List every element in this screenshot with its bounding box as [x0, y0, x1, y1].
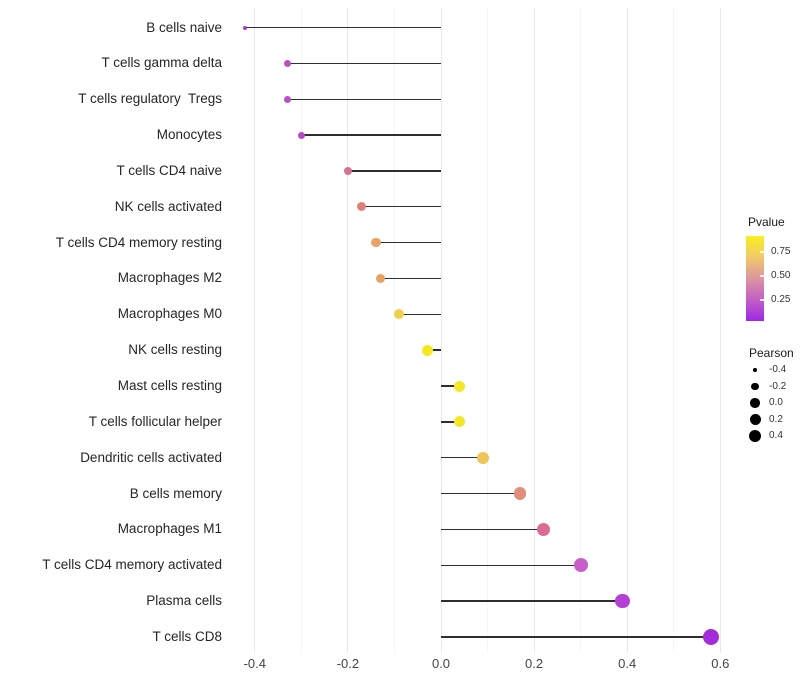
gridline-minor [673, 8, 675, 653]
pvalue-bar-tick-mark [760, 275, 764, 277]
pearson-size-dot [751, 382, 759, 391]
lollipop-dot [536, 522, 550, 536]
lollipop-dot [297, 131, 305, 139]
pearson-size-label: -0.2 [769, 380, 787, 392]
lollipop-dot [454, 380, 466, 392]
pvalue-bar-tick-mark [760, 298, 764, 301]
category-label: Macrophages M1 [117, 521, 222, 537]
category-label: T cells CD4 memory resting [55, 234, 222, 250]
gridline-minor [487, 8, 489, 653]
category-label: Macrophages M2 [117, 270, 222, 286]
gridline-major [347, 8, 349, 653]
category-label: NK cells activated [114, 198, 222, 214]
lollipop-stem [399, 313, 441, 315]
pearson-size-dot [750, 398, 760, 408]
lollipop-stem [441, 600, 623, 602]
lollipop-stem [441, 385, 460, 387]
category-label: Monocytes [156, 127, 222, 143]
lollipop-dot [615, 593, 630, 609]
gridline-major [533, 8, 535, 653]
lollipop-stem [441, 457, 483, 459]
lollipop-stem [287, 62, 441, 65]
lollipop-dot [283, 95, 291, 103]
lollipop-stem [347, 170, 441, 172]
lollipop-dot [573, 558, 588, 573]
lollipop-stem [441, 528, 544, 531]
category-label: T cells CD4 memory activated [42, 557, 222, 573]
lollipop-dot [357, 202, 367, 212]
pearson-size-label: -0.4 [769, 364, 787, 375]
lollipop-stem [287, 98, 441, 100]
x-axis-tick-label: 0.6 [711, 656, 730, 671]
category-label: B cells memory [129, 485, 222, 501]
pearson-size-dot [752, 367, 758, 373]
pvalue-tick-label: 0.50 [771, 269, 791, 281]
x-axis-tick-label: -0.2 [336, 656, 360, 671]
gridline-minor [393, 8, 395, 653]
lollipop-dot [454, 416, 466, 428]
lollipop-dot [371, 237, 381, 248]
gridline-major [254, 8, 256, 653]
category-label: Dendritic cells activated [80, 449, 222, 465]
lollipop-dot [513, 487, 527, 500]
lollipop-stem [380, 277, 441, 280]
category-label: T cells CD4 naive [116, 162, 222, 178]
lollipop-stem [427, 349, 441, 351]
lollipop-dot [421, 344, 433, 356]
category-label: T cells gamma delta [101, 55, 222, 71]
category-label: Mast cells resting [117, 378, 222, 393]
category-label: T cells regulatory Tregs [78, 91, 222, 107]
lollipop-stem [245, 26, 441, 29]
lollipop-dot [375, 273, 386, 284]
lollipop-stem [375, 241, 441, 244]
lollipop-stem [361, 206, 441, 208]
x-axis-tick-label: 0.4 [618, 656, 637, 671]
gridline-major [440, 8, 442, 653]
pearson-size-dot [749, 414, 761, 425]
pvalue-bar-tick-mark [760, 251, 764, 253]
x-axis-tick-label: -0.4 [243, 656, 266, 671]
category-label: B cells naive [146, 19, 222, 35]
lollipop-dot [702, 628, 720, 646]
x-axis-tick-label: 0.2 [525, 656, 544, 671]
lollipop-dot [476, 451, 489, 464]
lollipop-stem [441, 636, 711, 638]
lollipop-dot [343, 166, 353, 176]
category-label: T cells CD8 [152, 628, 222, 644]
gridline-major [719, 8, 721, 653]
pearson-size-label: 0.0 [769, 397, 783, 408]
pearson-size-label: 0.4 [769, 430, 783, 441]
lollipop-dot [283, 59, 291, 67]
gridline-minor [580, 8, 582, 653]
x-axis-tick-label: 0.0 [431, 656, 451, 671]
category-label: NK cells resting [128, 342, 222, 358]
lollipop-stem [441, 421, 460, 423]
pvalue-legend-title: Pvalue [748, 215, 785, 229]
lollipop-dot [243, 25, 248, 30]
lollipop-dot [394, 309, 405, 320]
pvalue-tick-label: 0.75 [771, 246, 791, 258]
pearson-size-dot [748, 429, 762, 443]
lollipop-stem [441, 492, 521, 495]
pvalue-gradient-bar [746, 236, 764, 321]
category-label: T cells follicular helper [88, 413, 222, 429]
category-label: Plasma cells [146, 593, 222, 609]
lollipop-stem [301, 134, 441, 136]
gridline-major [626, 8, 628, 653]
pearson-legend-title: Pearson [749, 346, 794, 360]
pvalue-tick-label: 0.25 [771, 293, 791, 305]
lollipop-stem [441, 564, 581, 566]
category-label: Macrophages M0 [117, 306, 222, 322]
pearson-size-label: 0.2 [769, 413, 783, 425]
gridline-minor [300, 8, 302, 653]
